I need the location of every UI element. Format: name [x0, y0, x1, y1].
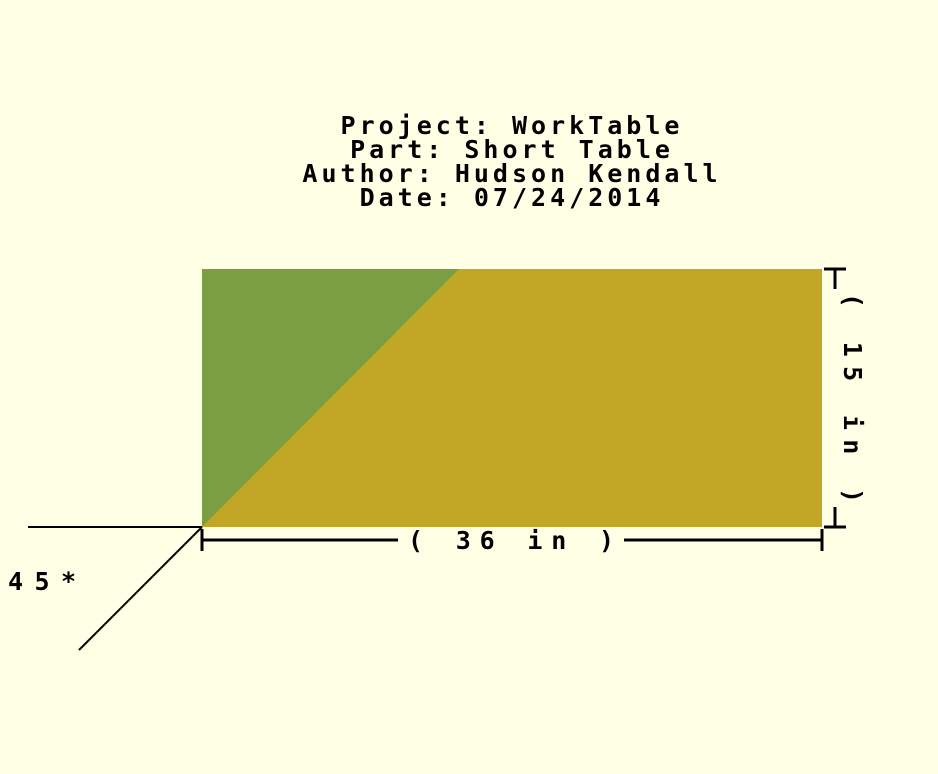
project-line: Project: WorkTable [340, 111, 684, 140]
part-line: Part: Short Table [350, 135, 674, 164]
author-line: Author: Hudson Kendall [302, 159, 722, 188]
height-label: ( 15 in ) [838, 293, 867, 503]
angle-line [78, 526, 203, 651]
width-label: ( 36 in ) [408, 526, 614, 555]
angle-label: 45* [8, 567, 76, 596]
title-block: Project: WorkTable Part: Short Table Aut… [0, 111, 938, 212]
height-dimension: ( 15 in ) [824, 267, 867, 529]
width-dimension: ( 36 in ) [200, 526, 824, 555]
table-side-face [202, 269, 459, 527]
date-line: Date: 07/24/2014 [359, 183, 665, 212]
